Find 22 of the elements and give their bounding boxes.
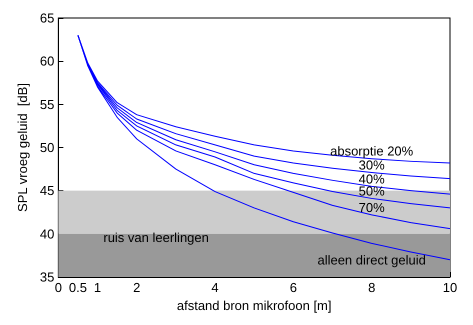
series-label: 30% (358, 158, 386, 173)
y-tick-label: 35 (40, 270, 54, 284)
series-label: 70% (358, 200, 386, 215)
y-tick-label: 55 (40, 96, 54, 112)
x-tick-label: 8 (368, 280, 376, 295)
y-axis-title: SPL vroeg geluid [dB] (15, 83, 30, 212)
series-label: alleen direct geluid (317, 252, 426, 268)
x-axis-title: afstand bron mikrofoon [m] (176, 298, 332, 313)
y-tick-label: 50 (40, 140, 54, 155)
y-tick-label: 40 (40, 226, 54, 242)
band-label: ruis van leerlingen (103, 230, 209, 245)
y-tick-label: 65 (40, 10, 54, 26)
x-tick-label: 1 (94, 280, 102, 295)
series-label: absorptie 20% (330, 144, 414, 159)
x-tick-label: 4 (211, 280, 219, 295)
x-tick-label: 0 (54, 280, 62, 295)
y-tick-label: 60 (40, 54, 54, 69)
x-tick-label: 0.5 (68, 280, 87, 295)
x-tick-label: 10 (442, 280, 458, 295)
x-tick-label: 2 (133, 280, 140, 295)
y-tick-label: 45 (40, 183, 54, 198)
x-tick-label: 6 (290, 280, 297, 295)
